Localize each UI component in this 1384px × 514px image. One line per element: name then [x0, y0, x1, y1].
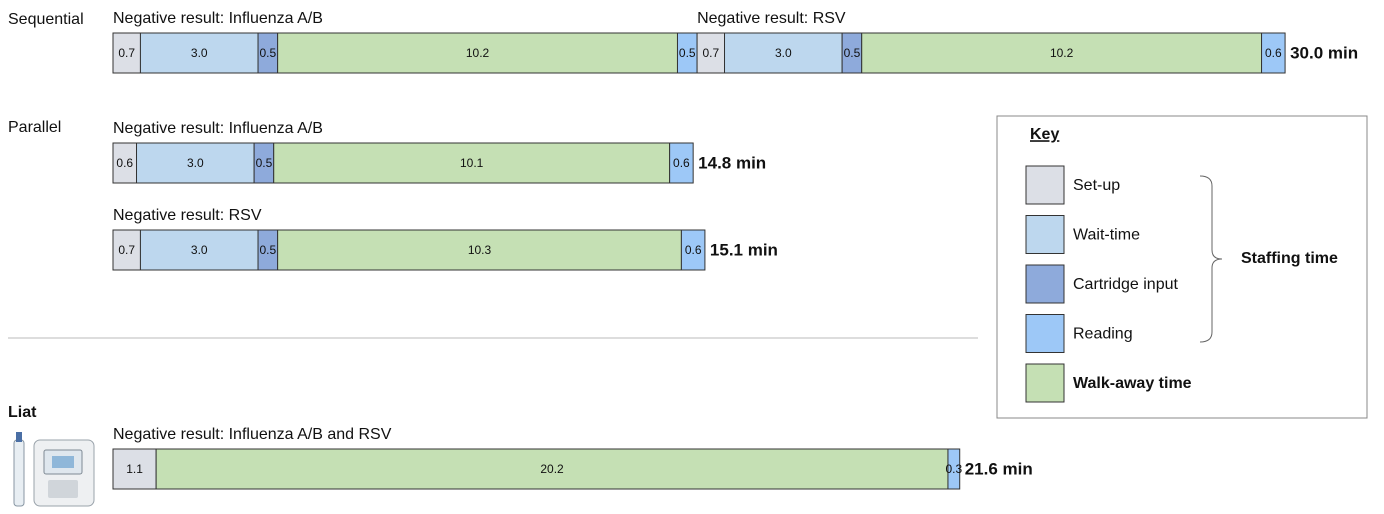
segment-label: 0.7 — [118, 46, 135, 60]
segment-label: 0.5 — [679, 46, 696, 60]
bar-total: 15.1 min — [710, 240, 778, 259]
segment-label: 0.3 — [945, 462, 962, 476]
segment-label: 0.7 — [702, 46, 719, 60]
legend-label: Set-up — [1073, 177, 1120, 194]
legend-swatch — [1025, 314, 1065, 353]
section-label: Liat — [8, 404, 37, 421]
bar-caption: Negative result: Influenza A/B and RSV — [113, 426, 392, 443]
segment — [680, 229, 706, 271]
legend-swatch — [1025, 363, 1065, 403]
segment — [112, 448, 157, 490]
bar-caption: Negative result: RSV — [113, 207, 262, 224]
legend-swatch — [1025, 264, 1065, 304]
segment — [155, 448, 949, 490]
segment-label: 0.6 — [673, 156, 690, 170]
segment — [1261, 32, 1286, 74]
section-label: Sequential — [8, 11, 84, 28]
segment-label: 0.5 — [256, 156, 273, 170]
segment-label: 3.0 — [187, 156, 204, 170]
legend-swatch — [1025, 165, 1065, 205]
segment-label: 0.7 — [118, 243, 135, 257]
segment — [273, 142, 671, 184]
segment — [136, 142, 255, 184]
segment-label: 1.1 — [126, 462, 143, 476]
bar-caption: Negative result: Influenza A/B — [113, 120, 323, 137]
segment — [696, 32, 726, 74]
legend-bracket-label: Staffing time — [1241, 250, 1338, 267]
segment-label: 3.0 — [775, 46, 792, 60]
bar-caption: Negative result: Influenza A/B — [113, 10, 323, 27]
legend-label: Walk-away time — [1073, 375, 1192, 392]
segment — [724, 32, 843, 74]
segment-label: 0.5 — [259, 243, 276, 257]
section-label: Parallel — [8, 119, 61, 136]
segment-label: 10.1 — [460, 156, 484, 170]
segment-label: 0.6 — [685, 243, 702, 257]
bar-caption: Negative result: RSV — [697, 10, 846, 27]
segment — [947, 448, 961, 490]
segment-label: 10.3 — [468, 243, 492, 257]
segment-label: 3.0 — [191, 46, 208, 60]
segment-label: 10.2 — [466, 46, 490, 60]
segment-label: 0.6 — [1265, 46, 1282, 60]
segment-label: 20.2 — [540, 462, 564, 476]
segment-label: 0.5 — [844, 46, 861, 60]
bar-total: 14.8 min — [698, 153, 766, 172]
segment — [669, 142, 694, 184]
legend-swatch — [1025, 215, 1065, 254]
segment — [112, 32, 141, 74]
segment-label: 3.0 — [191, 243, 208, 257]
segment-label: 0.5 — [259, 46, 276, 60]
segment — [277, 32, 678, 74]
segment-label: 0.6 — [116, 156, 133, 170]
segment — [277, 229, 682, 271]
segment — [861, 32, 1263, 74]
legend-title: Key — [1030, 126, 1059, 143]
segment — [112, 229, 141, 271]
segment — [139, 32, 259, 74]
bar-total: 30.0 min — [1290, 43, 1358, 62]
legend-bracket — [1199, 175, 1223, 343]
liat-device — [13, 432, 95, 507]
legend-label: Cartridge input — [1073, 276, 1179, 293]
legend-label: Wait-time — [1073, 227, 1140, 244]
segment — [139, 229, 259, 271]
segment-label: 10.2 — [1050, 46, 1074, 60]
legend-label: Reading — [1073, 326, 1133, 343]
bar-total: 21.6 min — [965, 459, 1033, 478]
